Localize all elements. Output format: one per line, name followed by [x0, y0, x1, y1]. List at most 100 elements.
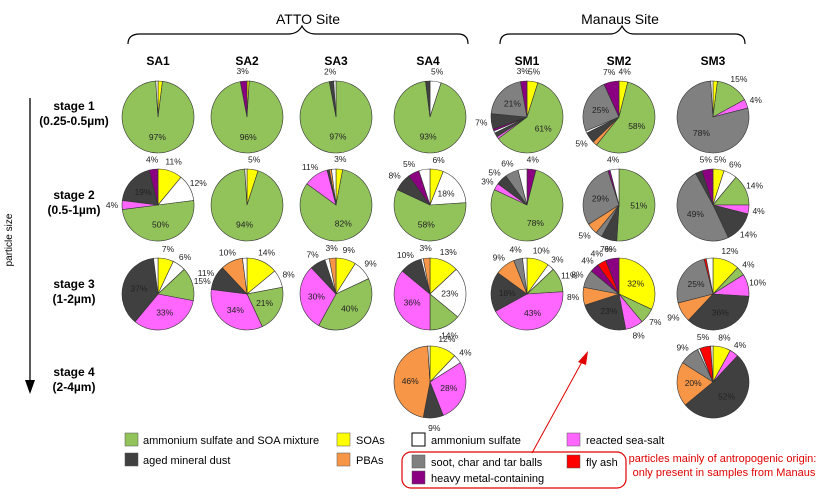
legend-label-dust: aged mineral dust [143, 455, 230, 467]
slice-label-sm2-stage2-1: 7% [600, 244, 613, 254]
slice-sa3-stage3-seasalt-3 [299, 267, 337, 326]
slice-label-sm3-stage4-2: 52% [718, 391, 735, 401]
legend-swatch-seasalt [566, 432, 581, 447]
stage-2-range: (0.5-1µm) [48, 203, 101, 217]
slice-sa4-stage3-amsulf-1 [429, 268, 467, 318]
slice-label-sa3-stage3-3: 30% [308, 292, 325, 302]
legend-swatch-amsulf [411, 432, 426, 447]
slice-label-sm1-stage1-8: 3% [517, 66, 530, 76]
stage-2-name: stage 2 [53, 188, 95, 202]
pie-sm3-stage3: 12% 4% 10% 36% 9% 25% [667, 246, 767, 331]
slice-sm1-stage1-soot-7 [490, 81, 528, 118]
slice-sm1-stage3-amsulf-7 [522, 257, 528, 295]
slice-label-sa1-stage2-1: 12% [190, 178, 207, 188]
slice-sm3-stage2-metal-7 [701, 168, 714, 206]
slice-sa2-stage3-amsulf-6 [242, 257, 248, 295]
slice-sa4-stage4-seasalt-2 [429, 362, 467, 416]
slice-sa3-stage1-amsulf-2 [333, 80, 337, 118]
annotation-line-1: particles mainly of antropogenic origin: [629, 453, 817, 465]
slice-label-sa3-stage1-1: 2% [324, 66, 337, 76]
slice-label-sa4-stage2-3: 8% [388, 171, 401, 181]
slice-label-sa2-stage2-1: 94% [236, 220, 253, 230]
slice-label-sm1-stage3-0: 10% [533, 245, 550, 255]
slice-label-sa3-stage2-0: 3% [334, 154, 347, 164]
slice-label-sa3-stage3-4: 7% [306, 249, 319, 259]
pie-charts: 97% 96% 3% 97% 2% 5% 93% 5% 61% 7% 21% 3% 4% 58% 5% 25%… [106, 66, 767, 433]
legend-label-metal: heavy metal-containing [431, 473, 544, 485]
slice-label-sa3-stage2-1: 82% [335, 218, 352, 228]
slice-label-sa1-stage2-2: 50% [152, 220, 169, 230]
slice-label-sm1-stage1-7: 21% [504, 99, 521, 109]
slice-label-sa4-stage4-1: 4% [459, 348, 472, 358]
slice-label-sm3-stage2-2: 14% [746, 180, 763, 190]
brace-atto [127, 24, 469, 45]
slice-label-sm2-stage2-3: 5% [578, 230, 591, 240]
slice-sa3-stage3-amsoa-2 [318, 278, 373, 331]
slice-sm3-stage1-amsulf-4 [710, 80, 714, 118]
legend-label-pba: PBAs [356, 455, 384, 467]
pie-sm2-stage1: 4% 58% 5% 25% 7% [575, 66, 656, 154]
slice-label-sm1-stage3-1: 3% [551, 255, 564, 265]
slice-label-sm3-stage2-1: 6% [729, 160, 742, 170]
legend-swatch-pba [336, 452, 351, 467]
stage-1-range: (0.25-0.5µm) [39, 114, 109, 128]
slice-label-sm1-stage3-2: 11% [561, 271, 578, 281]
pie-sa4-stage4: 12% 4% 28% 9% 46% [393, 334, 472, 433]
slice-label-sm3-stage3-5: 25% [687, 279, 704, 289]
slice-sm2-stage2-soot-4 [582, 170, 620, 225]
stage-4-range: (2-4µm) [53, 380, 96, 394]
slice-label-sa1-stage2-0: 11% [165, 157, 182, 167]
slice-label-sm1-stage2-2: 3% [481, 177, 494, 187]
slice-label-sm1-stage1-1: 61% [535, 123, 552, 133]
slice-sm2-stage1-amsoa-1 [596, 81, 656, 154]
legend-swatch-dust [124, 452, 139, 467]
slice-label-sm1-stage3-6: 4% [509, 244, 522, 254]
slice-label-sm2-stage3-0: 32% [627, 278, 644, 288]
slice-sm1-stage2-amsoa-1 [490, 169, 564, 242]
slice-sa2-stage1-metal-2 [239, 80, 248, 118]
slice-label-sa4-stage4-3: 9% [428, 423, 441, 433]
slice-sm1-stage1-metal-8 [520, 80, 528, 118]
site-label-manaus: Manaus Site [581, 11, 659, 27]
slice-label-sa4-stage3-1: 23% [441, 288, 458, 298]
pie-sa2-stage1: 96% 3% [210, 66, 284, 154]
slice-label-sm2-stage3-8: 6% [604, 244, 617, 254]
slice-label-sa3-stage3-2: 40% [341, 303, 358, 313]
slice-sm3-stage2-soot-5 [676, 173, 729, 242]
slice-label-sa4-stage1-0: 5% [431, 67, 444, 77]
slice-sa1-stage3-seasalt-3 [134, 293, 194, 331]
legend-label-soa: SOAs [356, 435, 385, 447]
slice-sm1-stage3-seasalt-3 [495, 291, 564, 331]
slice-label-sm1-stage2-1: 78% [527, 218, 544, 228]
slice-label-sm2-stage3-6: 4% [581, 256, 594, 266]
slice-label-sm3-stage2-0: 5% [714, 155, 727, 165]
pie-sa4-stage1: 5% 93% [393, 67, 467, 154]
pie-sa2-stage2: 5% 94% [210, 155, 284, 242]
pie-sa1-stage3: 7% 6% 15% 33% 37% [121, 244, 211, 331]
slice-label-sa4-stage4-0: 12% [438, 334, 455, 344]
sample-header-sa1: SA1 [146, 54, 170, 68]
slice-label-sa1-stage3-2: 15% [194, 276, 211, 286]
slice-sa1-stage3-dust-4 [121, 257, 159, 323]
slice-sm2-stage3-soa-0 [618, 257, 656, 310]
slice-sa1-stage1-amsulf-2 [155, 80, 159, 118]
stage-3-name: stage 3 [53, 277, 95, 291]
sample-header-sa2: SA2 [235, 54, 259, 68]
sample-header-sm3: SM3 [701, 54, 726, 68]
slice-sa4-stage4-pba-4 [393, 345, 431, 418]
slice-sa4-stage2-amsoa-2 [393, 189, 467, 242]
slice-label-sm2-stage1-1: 58% [628, 121, 645, 131]
slice-label-sa2-stage1-1: 96% [240, 132, 257, 142]
slice-sa2-stage3-amsoa-2 [246, 286, 284, 327]
slice-label-sa4-stage3-4: 10% [397, 250, 414, 260]
slice-sa3-stage2-amsulf-5 [331, 168, 337, 206]
slice-label-sm2-stage1-3: 5% [575, 139, 588, 149]
slice-label-sm1-stage1-6: 7% [475, 118, 488, 128]
sample-header-sm1: SM1 [515, 54, 540, 68]
slice-label-sm3-stage3-0: 12% [721, 246, 738, 256]
pie-sa1-stage2: 11% 12% 50% 4% 19% 4% [106, 154, 207, 242]
slice-label-sm1-stage3-4: 18% [499, 288, 516, 298]
slice-label-sm3-stage4-0: 8% [718, 332, 731, 342]
slice-label-sa1-stage1-1: 97% [149, 132, 166, 142]
